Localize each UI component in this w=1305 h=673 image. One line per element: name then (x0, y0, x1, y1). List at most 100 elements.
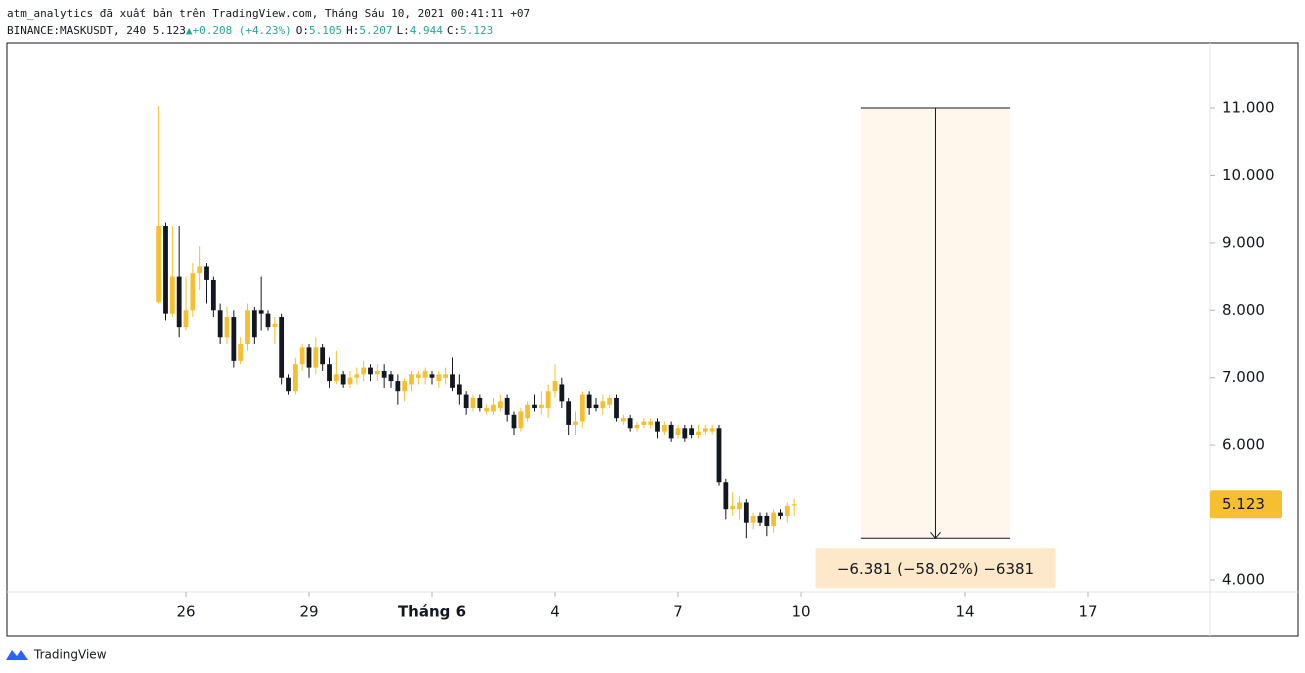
y-tick-label: 7.000 (1222, 368, 1265, 386)
candle-body (709, 428, 715, 432)
candle-body (566, 401, 572, 425)
candle-body (791, 504, 797, 506)
candle-body (552, 381, 558, 392)
candle-body (573, 421, 578, 425)
y-tick-label: 8.000 (1222, 301, 1265, 319)
candle-body (388, 374, 394, 382)
candle-body (272, 323, 278, 328)
candle-body (415, 374, 421, 378)
candle-body (183, 310, 189, 328)
candle-body (511, 414, 517, 429)
candle-body (477, 397, 483, 409)
candle-body (217, 310, 223, 338)
x-tick-label: 14 (955, 603, 974, 621)
candle-body (292, 364, 298, 392)
ohlc: O:5.105 H:5.207 L:4.944 C:5.123 (296, 24, 494, 37)
ohlc-value: 5.105 (309, 24, 342, 37)
candle-body (463, 394, 469, 409)
candle-body (251, 310, 257, 338)
candle-body (696, 431, 701, 436)
candle-body (716, 428, 722, 483)
candle-body (750, 515, 756, 523)
candle-body (518, 411, 524, 429)
ohlc-label: C: (447, 24, 460, 37)
y-tick-label: 6.000 (1222, 436, 1265, 454)
candle-body (497, 401, 503, 409)
x-tick-label: 4 (550, 603, 560, 621)
candle-body (682, 428, 688, 439)
x-tick-label: 29 (299, 603, 318, 621)
candle-body (450, 374, 455, 388)
candle-body (204, 266, 209, 280)
x-tick-label: 26 (176, 603, 195, 621)
ohlc-label: L: (397, 24, 410, 37)
candle-body (559, 384, 565, 402)
candle-body (374, 370, 380, 375)
candle-body (545, 391, 551, 409)
candle-body (484, 408, 490, 412)
y-tick-label: 11.000 (1222, 99, 1275, 117)
candle-body (456, 384, 462, 395)
candle-body (306, 347, 312, 368)
candle-body (238, 343, 244, 361)
candle-body (286, 377, 291, 392)
candle-body (743, 502, 749, 523)
y-tick-label: 4.000 (1222, 570, 1265, 588)
logo-icon (6, 650, 28, 660)
candle-body (245, 310, 250, 344)
candle-body (279, 317, 285, 378)
measure-label-bg (815, 548, 1056, 589)
candle-body (409, 374, 414, 385)
candle-body (381, 370, 387, 378)
candle-body (361, 367, 367, 375)
candle-body (313, 347, 319, 368)
y-tick-label: 10.000 (1222, 166, 1275, 184)
candle-body (627, 418, 633, 429)
candle-body (668, 424, 674, 439)
candle-body (579, 394, 585, 422)
candle-body (210, 279, 216, 311)
candle-body (771, 512, 777, 527)
plot: 4.0005.0006.0007.0008.0009.00010.00011.0… (156, 99, 1282, 621)
candle-body (689, 428, 695, 436)
candle-body (607, 397, 613, 405)
candle-body (258, 310, 264, 314)
candle-body (675, 428, 681, 436)
x-tick-label: 17 (1078, 603, 1097, 621)
candle-body (176, 276, 182, 328)
candle-body (757, 515, 763, 523)
candle-body (299, 347, 305, 365)
candle-body (525, 404, 531, 419)
candle-body (169, 276, 175, 314)
publish-line: atm_analytics đã xuất bản trên TradingVi… (7, 7, 530, 20)
candle-body (470, 397, 476, 409)
x-tick-label: 7 (673, 603, 683, 621)
candle-body (586, 394, 592, 409)
candle-body (764, 515, 770, 527)
candle-body (190, 273, 196, 311)
candle-body (163, 226, 168, 314)
candle-body (340, 374, 346, 385)
candle-body (661, 424, 667, 432)
candle-body (436, 374, 442, 382)
last-price-label: 5.123 (1222, 495, 1265, 513)
candle-body (224, 317, 230, 338)
candle-body (347, 377, 353, 385)
candle-body (778, 512, 783, 516)
x-tick-label: 10 (791, 603, 810, 621)
candle-body (538, 404, 544, 409)
x-tick-label: Tháng 6 (398, 603, 466, 621)
candle-body (648, 421, 654, 425)
candle-body (156, 226, 162, 303)
candle-body (504, 397, 510, 415)
candle-body (784, 505, 790, 516)
change: +0.208 (+4.23%) (192, 24, 291, 37)
candle-body (320, 347, 326, 365)
candle-body (634, 424, 640, 429)
candle-body (593, 404, 599, 409)
candle-body (702, 428, 708, 432)
measure-arrowhead (930, 531, 941, 540)
candle-body (368, 367, 373, 375)
